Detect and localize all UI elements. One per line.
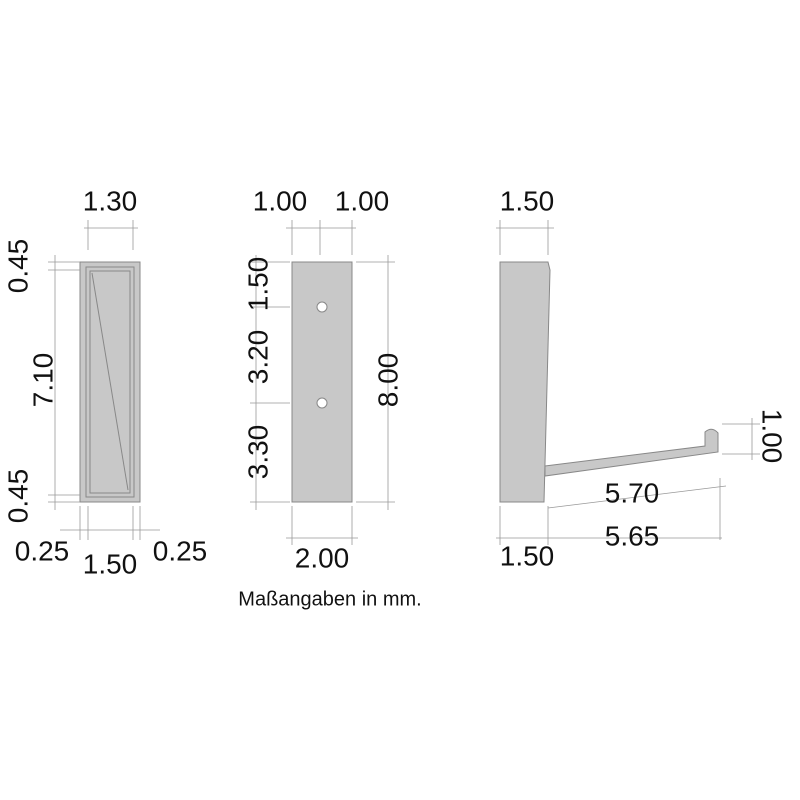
part-edge — [89, 270, 131, 494]
part-edge — [91, 272, 129, 491]
dimension-label: 7.10 — [27, 353, 58, 408]
dimension-label: 1.50 — [83, 548, 138, 579]
part-body — [499, 261, 551, 503]
dimension-label: 5.65 — [605, 520, 660, 551]
dimension-label: 1.00 — [335, 185, 390, 216]
arm — [544, 428, 719, 477]
dimension-label: 0.45 — [2, 469, 33, 524]
caption: Maßangaben in mm. — [238, 588, 421, 610]
part-body — [291, 261, 353, 503]
dimension-label: 1.50 — [500, 185, 555, 216]
part-edge — [85, 266, 135, 498]
hole — [316, 301, 328, 313]
dimension-label: 1.50 — [500, 540, 555, 571]
dimension-lines — [496, 220, 760, 545]
dimension-label: 1.00 — [253, 185, 308, 216]
dimension-label: 0.45 — [2, 239, 33, 294]
middle-view: 1.00 1.00 1.50 3.20 3.30 8.00 2.00 — [242, 185, 403, 573]
dimension-label: 5.70 — [605, 477, 660, 508]
dimension-label: 1.50 — [242, 257, 273, 312]
dimension-label: 0.25 — [15, 535, 70, 566]
dimension-label: 3.30 — [242, 425, 273, 480]
dimension-label: 1.30 — [83, 185, 138, 216]
left-view: 1.30 0.45 7.10 0.45 0.25 1.50 0.25 — [2, 185, 207, 579]
dimension-label: 8.00 — [372, 353, 403, 408]
hole — [316, 397, 328, 409]
dimension-label: 0.25 — [153, 535, 208, 566]
dimension-label: 3.20 — [242, 330, 273, 385]
dimension-lines — [250, 220, 395, 545]
dimension-label: 2.00 — [295, 542, 350, 573]
right-view: 1.50 1.00 5.70 5.65 1.50 — [496, 185, 788, 571]
dimension-lines — [48, 220, 160, 540]
dimension-label: 1.00 — [757, 409, 788, 464]
